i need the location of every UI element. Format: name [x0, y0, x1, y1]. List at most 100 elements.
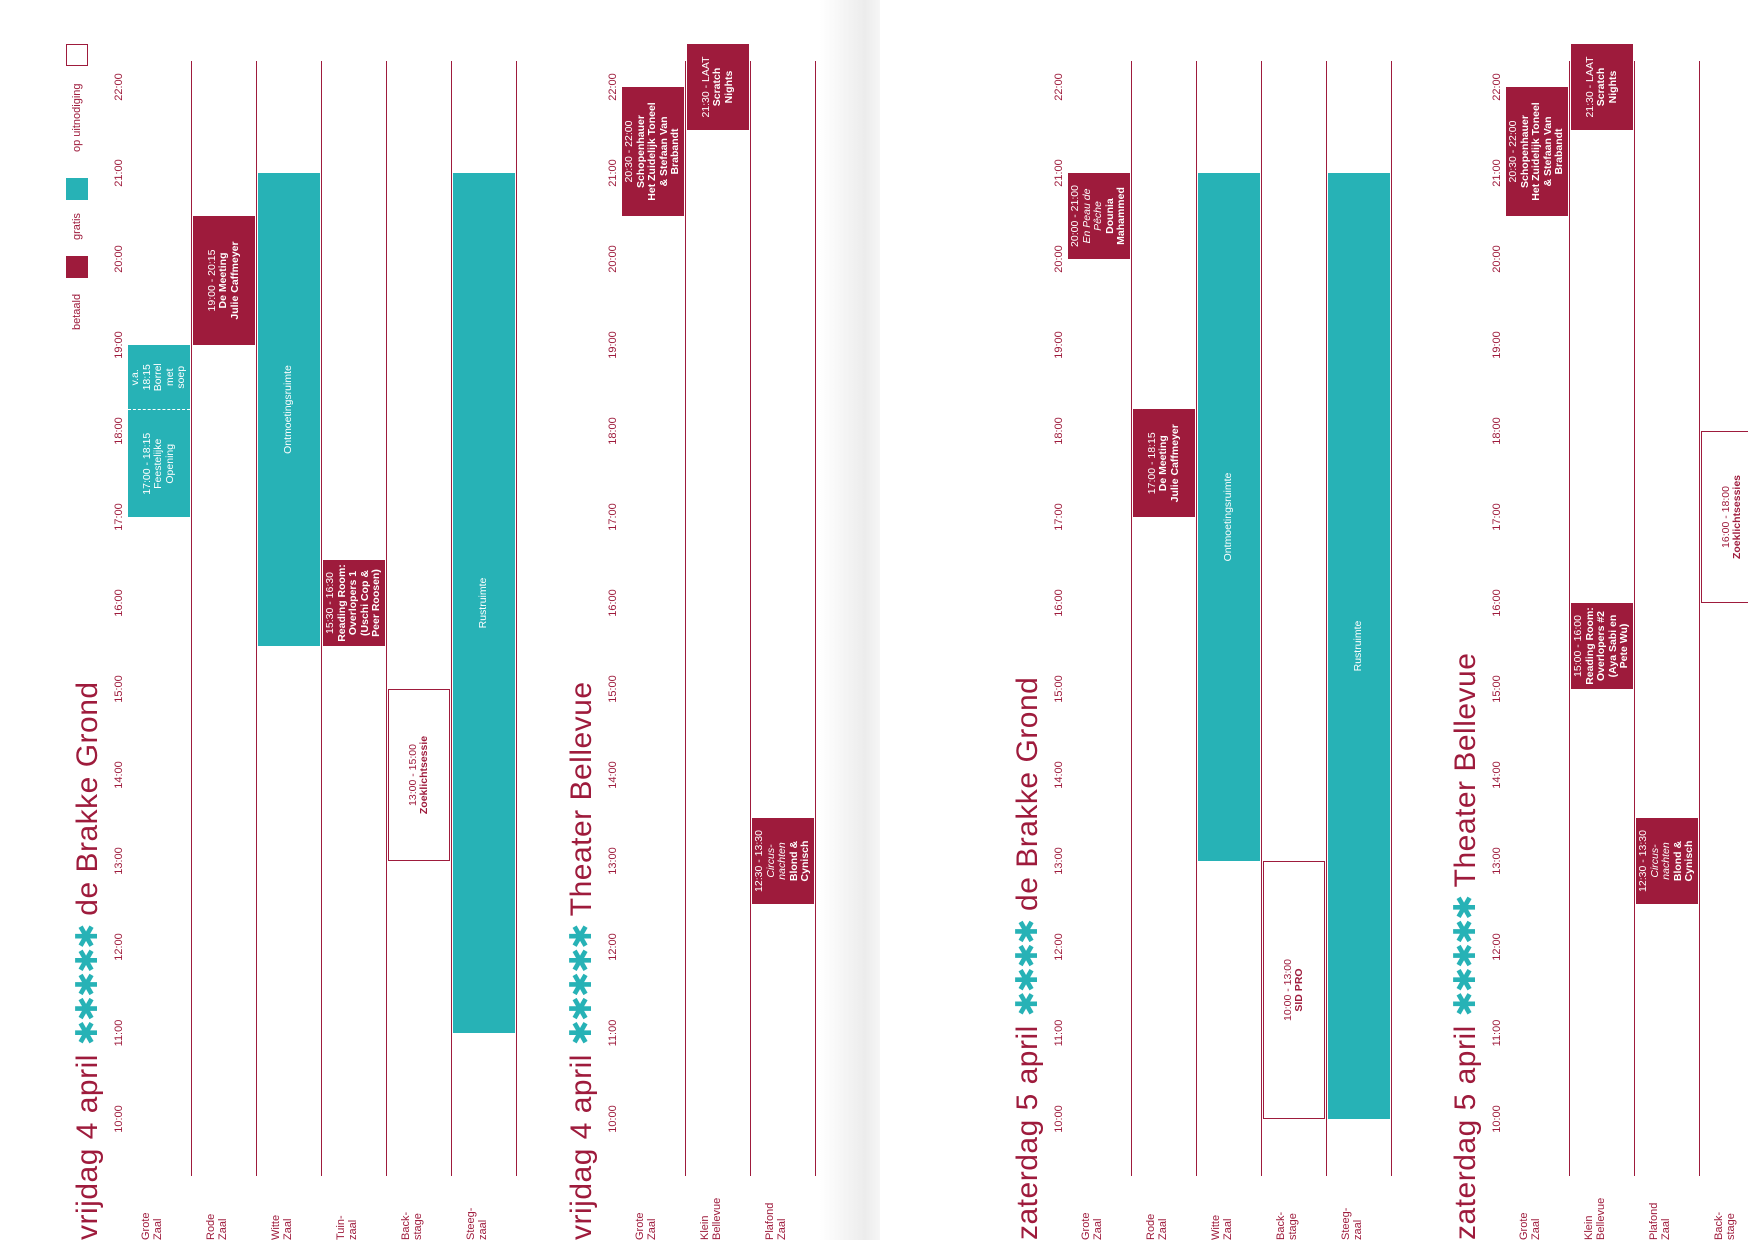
title-venue: Theater Bellevue [1449, 652, 1482, 888]
event-line: Cynisch [799, 840, 812, 882]
time-label: 11:00 [1491, 1019, 1503, 1047]
time-label: 20:00 [113, 245, 125, 273]
event-line: En Peau de [1080, 188, 1093, 244]
time-label: 14:00 [1491, 761, 1503, 789]
room-label: Witte Zaal [1210, 1214, 1234, 1240]
event-line: 13:00 - 15:00 [406, 744, 419, 806]
schedule-title: vrijdag 4 april ✱✱✱✱✱ de Brakke Grond [70, 681, 106, 1240]
event-line: De Meeting [1157, 435, 1170, 492]
time-label: 19:00 [113, 331, 125, 359]
event-line: Pêche [1092, 201, 1105, 231]
time-label: 15:00 [1491, 675, 1503, 703]
event-line: met [163, 368, 176, 387]
event-text: 21:30 - LAAT Scratch Nights [700, 56, 736, 117]
time-label: 14:00 [607, 761, 619, 789]
event-text: 20:30 - 22:00 Schopenhauer Het Zuidelijk T… [1507, 102, 1566, 201]
event-block[interactable]: 20:30 - 22:00 Schopenhauer Het Zuidelijk T… [1506, 87, 1568, 216]
event-line: & Stefaan Van [1541, 116, 1554, 187]
event-line: & Stefaan Van [657, 116, 670, 187]
time-label: 22:00 [607, 73, 619, 101]
event-block[interactable]: Rustruimte [453, 173, 515, 1033]
event-text: 16:00 - 18:00 Zoeklichtsessies [1720, 475, 1744, 559]
event-text: 15:30 - 16:30 Reading Room: Overlopers 1 (U… [324, 564, 383, 642]
event-line: 17:00 - 18:15 [1145, 432, 1158, 495]
event-line: Brabandt [1553, 128, 1566, 175]
time-label: 10:00 [1053, 1105, 1065, 1133]
event-block[interactable]: 17:00 - 18:15 Feestelijke Opening [128, 409, 190, 517]
row-line [1391, 61, 1392, 1176]
event-line: Mahammed [1115, 187, 1128, 245]
event-line: SID PRO [1293, 968, 1305, 1012]
event-block[interactable]: 21:30 - LAAT Scratch Nights [1571, 44, 1633, 130]
event-text: 21:30 - LAAT Scratch Nights [1583, 56, 1620, 118]
event-block[interactable]: Ontmoetingsruimte [1198, 173, 1260, 861]
event-line: Reading Room: [1583, 607, 1596, 685]
row-line [1326, 61, 1327, 1176]
event-line: Ontmoetingsruimte [282, 365, 295, 454]
row-line [451, 61, 452, 1176]
room-label: Plafond Zaal [1648, 1202, 1672, 1240]
event-line: Julie Caffmeyer [1168, 424, 1181, 503]
event-line: Nights [722, 70, 735, 104]
time-label: 17:00 [607, 503, 619, 531]
event-text: 10:00 - 13:00 SID PRO [1281, 959, 1306, 1021]
event-line: Scratch [1595, 67, 1608, 107]
row-line [1634, 61, 1635, 1176]
event-line: 20:30 - 22:00 [1507, 120, 1520, 183]
legend-label-invite: op uitnodiging [71, 83, 83, 152]
event-line: Peer Roosen) [370, 569, 383, 637]
event-line: Reading Room: [335, 564, 348, 642]
room-label: Grote Zaal [1518, 1212, 1542, 1240]
event-block[interactable]: 20:00 - 21:00 En Peau de Pêche Dounia Mahamm… [1068, 173, 1130, 259]
event-line: Het Zuidelijk Toneel [1530, 102, 1543, 201]
room-label: Rode Zaal [1145, 1213, 1169, 1240]
event-block[interactable]: 13:00 - 15:00 Zoeklichtsessie [388, 689, 450, 861]
event-block[interactable]: 20:30 - 22:00 Schopenhauer Het Zuidelijk T… [622, 87, 684, 216]
schedule-fri-brakke: vrijdag 4 april ✱✱✱✱✱ de Brakke Grond 10:… [64, 0, 517, 1240]
event-block[interactable]: 15:30 - 16:30 Reading Room: Overlopers 1 (U… [323, 560, 385, 646]
row-line [191, 61, 192, 1176]
event-block[interactable]: 21:30 - LAAT Scratch Nights [687, 44, 749, 130]
event-block[interactable]: 16:00 - 18:00 Zoeklichtsessies [1701, 431, 1748, 603]
event-block[interactable]: v.a. 18:15 Borrel met soep [128, 345, 190, 410]
event-block[interactable]: 12:30 - 13:30 Circus-nachten Blond & Cynisc… [1636, 818, 1698, 904]
time-label: 17:00 [1491, 503, 1503, 531]
time-label: 21:00 [113, 159, 125, 187]
event-line: 20:00 - 21:00 [1069, 185, 1082, 247]
time-label: 10:00 [607, 1105, 619, 1133]
event-line: 10:00 - 13:00 [1281, 959, 1294, 1021]
event-line: 20:30 - 22:00 [623, 120, 636, 183]
schedule-title: zaterdag 5 april ✱✱✱✱ de Brakke Grond [1010, 677, 1046, 1240]
event-line: Overlopers #2 [1595, 610, 1608, 682]
schedule-title: zaterdag 5 april ✱✱✱✱✱ Theater Bellevue [1448, 653, 1484, 1240]
event-line: Borrel [152, 363, 165, 392]
event-block[interactable]: Rustruimte [1328, 173, 1390, 1119]
legend-keys: betaald gratis op uitnodiging [66, 30, 88, 330]
event-line: Rustruimte [1352, 620, 1365, 672]
event-block[interactable]: Ontmoetingsruimte [258, 173, 320, 646]
row-line [516, 61, 517, 1176]
schedule-sat-brakke: zaterdag 5 april ✱✱✱✱ de Brakke Grond 10:… [1004, 0, 1432, 1240]
time-label: 13:00 [607, 847, 619, 875]
event-text: 12:30 - 13:30 Circus-nachten Blond & Cynisc… [1637, 830, 1696, 892]
event-line: 21:30 - LAAT [1583, 56, 1596, 118]
event-block[interactable]: 19:00 - 20:15 De Meeting Julie Caffmeyer [193, 216, 255, 345]
event-block[interactable]: 10:00 - 13:00 SID PRO [1263, 861, 1325, 1119]
event-line: Blond & [1671, 840, 1684, 882]
event-block[interactable]: 12:30 - 13:30 Circus-nachten Blond & Cynisc… [752, 818, 814, 904]
event-line: Zoeklichtsessie [418, 735, 430, 815]
event-text: 19:00 - 20:15 De Meeting Julie Caffmeyer [206, 241, 242, 319]
room-label: Plafond Zaal [764, 1202, 788, 1240]
time-label: 21:00 [607, 159, 619, 187]
time-label: 10:00 [1491, 1105, 1503, 1133]
event-line: Circus- [764, 844, 777, 878]
event-text: 13:00 - 15:00 Zoeklichtsessie [406, 735, 431, 815]
event-block[interactable]: 17:00 - 18:15 De Meeting Julie Caffmeyer [1133, 409, 1195, 517]
legend: betaald gratis op uitnodiging [62, 30, 102, 330]
time-label: 13:00 [1053, 847, 1065, 875]
title-day: zaterdag 5 april [1011, 1025, 1044, 1240]
event-text: 20:00 - 21:00 En Peau de Pêche Dounia Mahamm… [1069, 185, 1128, 247]
row-line [1196, 61, 1197, 1176]
event-block[interactable]: 15:00 - 16:00 Reading Room: Overlopers #2(… [1571, 603, 1633, 689]
event-line: Schopenhauer [1518, 115, 1531, 188]
